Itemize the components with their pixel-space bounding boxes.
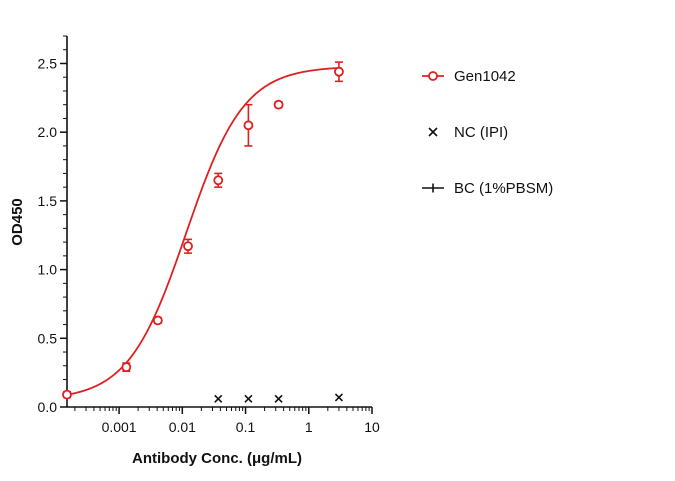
y-tick-label: 0.5 [38,330,58,346]
data-point-nc [274,394,283,403]
x-tick-label: 1 [305,419,313,435]
axes: 0.0 0.5 1.0 1.5 2.0 2.5 0.001 0.01 0.1 1 10 [38,35,380,435]
legend-label: BC (1%PBSM) [454,180,553,197]
legend: Gen1042 NC (IPI) BC (1%PBSM) [422,68,553,197]
y-tick-label: 2.0 [38,124,58,140]
y-ticks: 0.0 0.5 1.0 1.5 2.0 2.5 [38,35,67,415]
x-tick-label: 0.001 [102,419,137,435]
data-point-gen1042 [152,315,163,326]
legend-item: BC (1%PBSM) [422,180,553,197]
data-point-gen1042 [62,389,72,400]
data-point-gen1042 [183,241,193,252]
data-point-nc [334,393,344,402]
data-point-gen1042 [121,362,132,373]
legend-label: NC (IPI) [454,124,508,141]
legend-swatch-marker [428,71,438,81]
y-axis-title: OD450 [9,198,26,246]
x-ticks: 0.001 0.01 0.1 1 10 [74,407,380,435]
data-point-gen1042 [243,120,254,131]
data-point-gen1042 [213,175,224,186]
data-point-nc [244,394,253,403]
data-point-nc [214,394,223,403]
y-tick-label: 2.5 [38,55,58,71]
x-tick-label: 0.01 [169,419,196,435]
legend-label: Gen1042 [454,68,516,85]
data-point-gen1042 [273,99,284,110]
fit-curve-gen1042 [66,66,342,396]
x-axis-title: Antibody Conc. (μg/mL) [132,450,302,467]
legend-item: Gen1042 [422,68,516,85]
y-tick-label: 0.0 [38,399,58,415]
data-point-gen1042 [334,66,344,77]
y-tick-label: 1.0 [38,262,58,278]
plot-area [62,61,344,403]
x-tick-label: 0.1 [236,419,256,435]
legend-swatch-marker [428,127,438,137]
x-tick-label: 10 [364,419,380,435]
legend-item: NC (IPI) [428,124,508,141]
y-tick-label: 1.5 [38,193,58,209]
